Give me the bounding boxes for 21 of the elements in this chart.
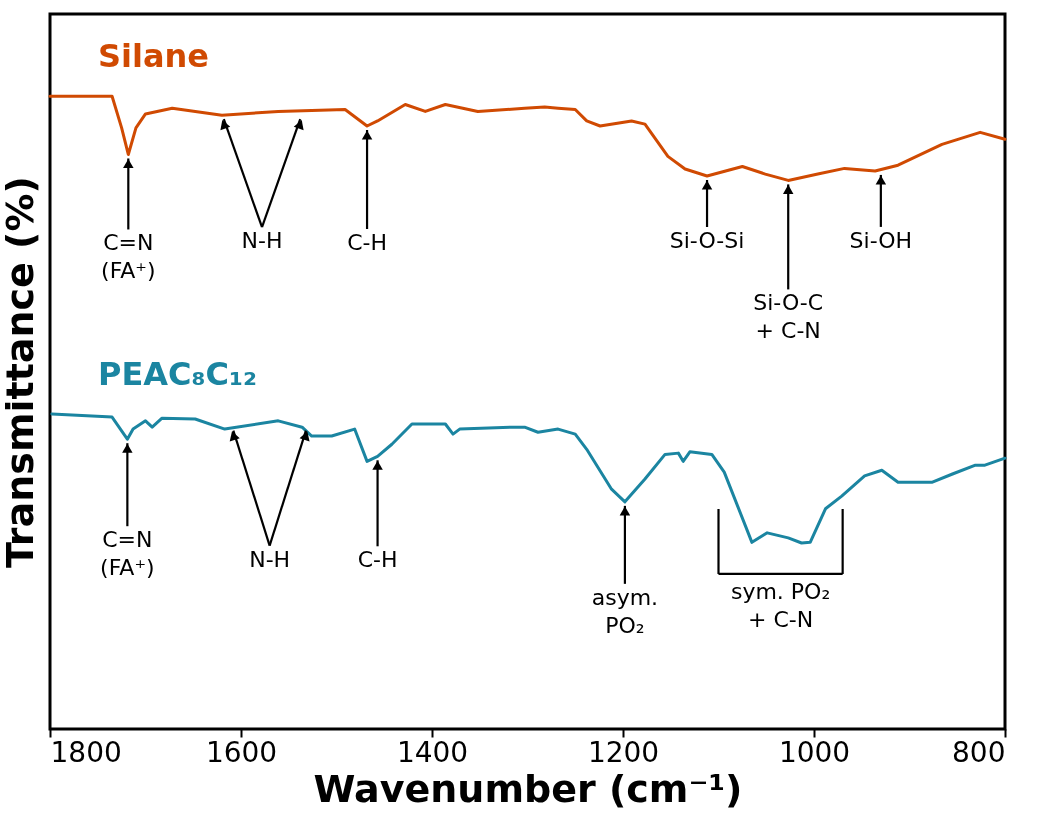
annotation: N-H <box>249 546 291 572</box>
annotation: asym. PO₂ <box>591 584 659 638</box>
x-tick-label: 1200 <box>587 735 660 769</box>
annotation: Si-O-C + C-N <box>753 290 824 344</box>
series-label: PEAC₈C₁₂ <box>98 354 258 393</box>
x-tick-label: 800 <box>952 735 1006 769</box>
annotation: C-H <box>357 547 398 573</box>
series-label: Silane <box>98 37 210 76</box>
annotation: C-H <box>347 230 387 255</box>
x-axis-title: Wavenumber (cm⁻¹) <box>313 766 743 811</box>
y-axis-title: Transmittance (%) <box>0 176 42 568</box>
annotation: Si-OH <box>849 227 913 253</box>
x-tick-label: 1000 <box>778 735 851 769</box>
annotation: N-H <box>241 228 283 254</box>
annotation: sym. PO₂ + C-N <box>730 578 831 632</box>
annotation: Si-O-Si <box>669 227 745 253</box>
annotation: C=N (FA⁺) <box>101 230 156 284</box>
annotation: C=N (FA⁺) <box>100 527 155 581</box>
x-tick-label: 1800 <box>50 735 122 769</box>
x-tick-label: 1600 <box>205 735 278 769</box>
x-tick-label: 1400 <box>396 735 469 769</box>
